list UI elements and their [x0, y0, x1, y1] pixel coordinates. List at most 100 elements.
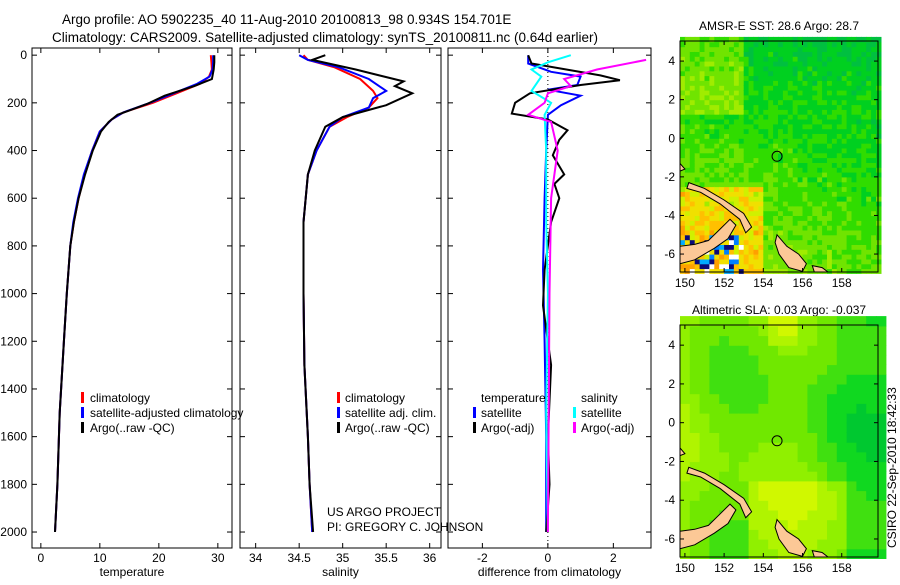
map-cell	[709, 249, 715, 255]
map-cell	[748, 422, 759, 433]
map-cell	[807, 114, 813, 120]
map-cell	[841, 147, 848, 154]
map-cell	[763, 56, 769, 62]
map-cell	[684, 172, 691, 178]
map-cell	[787, 186, 794, 192]
map-cell	[812, 239, 818, 245]
map-cell	[787, 109, 794, 115]
map-cell	[724, 162, 730, 168]
map-cell	[792, 172, 799, 178]
map-cell	[714, 162, 720, 168]
map-cell	[871, 133, 877, 139]
map-cell	[856, 229, 862, 236]
map-cell	[827, 56, 833, 62]
map-cell	[684, 94, 691, 101]
map-cell	[680, 196, 686, 202]
map-cell	[846, 172, 853, 178]
map-cell	[684, 191, 691, 197]
map-cell	[699, 191, 706, 197]
map-cell	[729, 432, 740, 443]
map-cell	[758, 109, 764, 115]
legend-swatch-satellite	[337, 407, 340, 418]
map-cell	[709, 186, 715, 192]
map-cell	[763, 244, 769, 250]
map-cell	[738, 229, 745, 236]
map-cell	[836, 104, 843, 110]
map-cell	[748, 94, 755, 101]
map-cell	[773, 191, 779, 197]
map-cell	[802, 162, 808, 168]
map-cell	[729, 176, 735, 183]
map-cell	[680, 85, 686, 91]
map-cell	[778, 500, 789, 511]
map-cell	[787, 383, 799, 395]
map-cell	[768, 225, 774, 231]
map-cell	[787, 461, 799, 472]
map-cell	[724, 239, 730, 245]
map-cell	[704, 109, 710, 115]
map-cell	[827, 548, 838, 559]
map-cell	[841, 220, 848, 226]
map-cell	[876, 61, 882, 67]
map-cell	[822, 152, 828, 159]
map-cell	[729, 215, 735, 221]
land-coastline	[686, 466, 753, 519]
map-cell	[822, 138, 828, 144]
map-cell	[699, 210, 706, 216]
map-cell	[778, 215, 784, 221]
x-tick-label: 20	[152, 551, 166, 565]
map-cell	[797, 133, 804, 139]
map-cell	[787, 143, 794, 149]
map-cell	[802, 249, 808, 255]
map-cell	[719, 268, 725, 274]
x-axis-label: difference from climatology	[478, 565, 621, 579]
map-cell	[768, 354, 779, 366]
map-cell	[738, 114, 745, 120]
map-cell	[817, 138, 823, 144]
map-cell	[787, 147, 794, 154]
map-cell	[738, 138, 745, 144]
map-cell	[773, 46, 779, 52]
map-cell	[689, 75, 696, 81]
map-cell	[778, 335, 789, 346]
map-cell	[817, 403, 828, 414]
map-cell	[846, 500, 857, 511]
map-cell	[871, 128, 877, 134]
map-cell	[851, 51, 857, 57]
map-cell	[684, 138, 691, 144]
map-cell	[694, 263, 701, 270]
map-cell	[841, 90, 848, 96]
map-cell	[724, 186, 730, 192]
plot-frame	[447, 47, 652, 549]
map-cell	[743, 119, 750, 125]
map-cell	[861, 181, 867, 188]
map-cell	[797, 167, 804, 173]
map-cell	[841, 244, 848, 250]
map-cell	[699, 258, 706, 265]
map-cell	[778, 316, 789, 327]
map-cell	[836, 432, 848, 443]
map-cell	[680, 104, 686, 110]
map-cell	[861, 191, 867, 197]
map-cell	[733, 157, 740, 163]
map-cell	[719, 70, 725, 77]
map-cell	[787, 36, 794, 43]
map-cell	[866, 220, 872, 226]
map-cell	[768, 85, 774, 91]
map-cell	[856, 147, 862, 154]
map-cell	[851, 36, 857, 43]
map-cell	[831, 109, 838, 115]
map-cell	[699, 61, 706, 67]
map-cell	[778, 191, 784, 197]
map-cell	[704, 119, 710, 125]
map-cell	[748, 133, 755, 139]
map-cell	[831, 114, 838, 120]
map-cell	[729, 41, 735, 48]
map-cell	[866, 249, 872, 255]
map-cell	[694, 99, 701, 106]
map-cell	[856, 249, 862, 255]
map-cell	[689, 229, 696, 236]
map-cell	[768, 114, 774, 120]
map-cell	[680, 364, 691, 375]
